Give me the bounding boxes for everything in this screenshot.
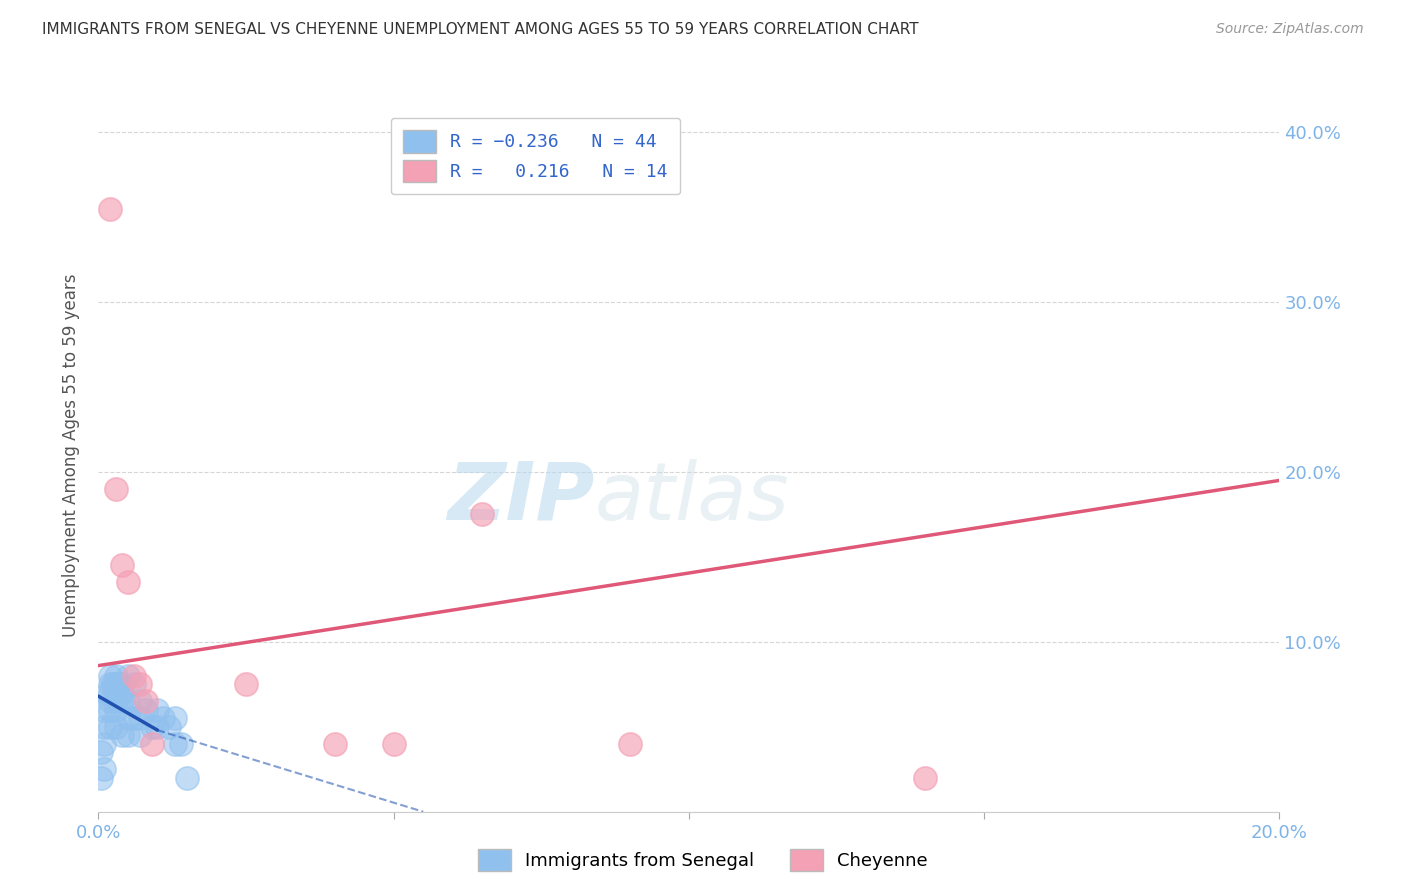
- Point: [105, 669, 128, 683]
- Point: [141, 737, 163, 751]
- Point: [117, 694, 139, 708]
- Point: [105, 677, 128, 691]
- Point: [146, 703, 169, 717]
- Point: [98, 720, 121, 734]
- Point: [146, 720, 169, 734]
- Point: [619, 737, 641, 751]
- Point: [128, 694, 150, 708]
- Point: [914, 771, 936, 785]
- Point: [117, 575, 139, 590]
- Point: [128, 711, 150, 725]
- Point: [90, 771, 112, 785]
- Point: [141, 720, 163, 734]
- Point: [382, 737, 405, 751]
- Point: [98, 703, 121, 717]
- Point: [103, 677, 125, 691]
- Point: [98, 669, 121, 683]
- Point: [122, 711, 145, 725]
- Point: [128, 728, 150, 742]
- Text: IMMIGRANTS FROM SENEGAL VS CHEYENNE UNEMPLOYMENT AMONG AGES 55 TO 59 YEARS CORRE: IMMIGRANTS FROM SENEGAL VS CHEYENNE UNEM…: [42, 22, 918, 37]
- Point: [105, 720, 128, 734]
- Point: [152, 711, 174, 725]
- Point: [96, 686, 118, 700]
- Text: Source: ZipAtlas.com: Source: ZipAtlas.com: [1216, 22, 1364, 37]
- Legend: Immigrants from Senegal, Cheyenne: Immigrants from Senegal, Cheyenne: [471, 842, 935, 879]
- Point: [111, 728, 134, 742]
- Point: [98, 202, 121, 216]
- Point: [165, 711, 187, 725]
- Point: [170, 737, 193, 751]
- Point: [117, 728, 139, 742]
- Point: [93, 703, 115, 717]
- Point: [235, 677, 257, 691]
- Point: [128, 677, 150, 691]
- Point: [105, 686, 128, 700]
- Point: [165, 737, 187, 751]
- Point: [98, 686, 121, 700]
- Point: [105, 694, 128, 708]
- Point: [90, 745, 112, 759]
- Point: [108, 677, 131, 691]
- Point: [176, 771, 198, 785]
- Point: [111, 686, 134, 700]
- Point: [111, 677, 134, 691]
- Point: [93, 737, 115, 751]
- Point: [135, 703, 157, 717]
- Point: [323, 737, 346, 751]
- Point: [111, 694, 134, 708]
- Point: [98, 694, 121, 708]
- Text: atlas: atlas: [595, 458, 789, 537]
- Point: [93, 762, 115, 776]
- Legend: R = −0.236   N = 44, R =   0.216   N = 14: R = −0.236 N = 44, R = 0.216 N = 14: [391, 118, 681, 194]
- Point: [117, 669, 139, 683]
- Point: [117, 711, 139, 725]
- Point: [105, 703, 128, 717]
- Point: [471, 508, 494, 522]
- Point: [135, 694, 157, 708]
- Point: [98, 677, 121, 691]
- Y-axis label: Unemployment Among Ages 55 to 59 years: Unemployment Among Ages 55 to 59 years: [62, 273, 80, 637]
- Point: [93, 720, 115, 734]
- Point: [105, 482, 128, 496]
- Text: ZIP: ZIP: [447, 458, 595, 537]
- Point: [122, 677, 145, 691]
- Point: [122, 669, 145, 683]
- Point: [157, 720, 180, 734]
- Point: [111, 558, 134, 573]
